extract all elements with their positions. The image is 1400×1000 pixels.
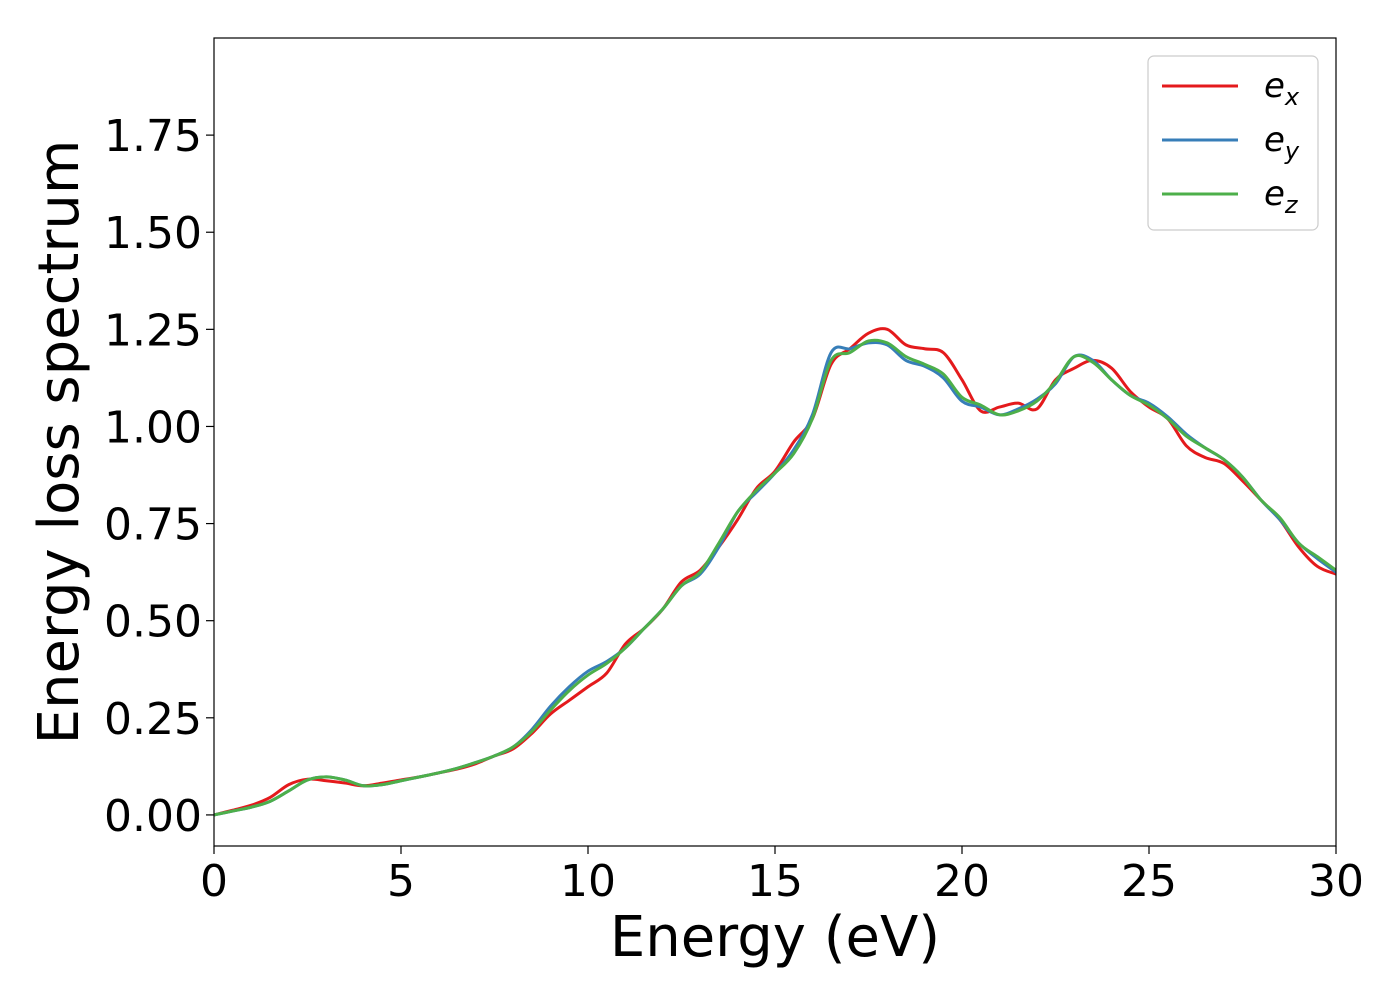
y-tick-label: 1.75 (104, 111, 202, 162)
y-tick-label: 1.00 (104, 402, 202, 453)
series-lines (214, 327, 1336, 817)
x-axis-ticks: 0 5 10 15 20 25 30 (200, 846, 1364, 907)
x-tick-label: 5 (387, 856, 415, 907)
y-tick-label: 0.00 (104, 791, 202, 842)
legend-box (1147, 55, 1319, 231)
legend-label-ey: ey (1264, 120, 1300, 165)
x-tick-label: 20 (934, 856, 990, 907)
series-line-ez (214, 338, 1336, 817)
legend-label-ex: ex (1264, 66, 1300, 111)
y-tick-label: 1.25 (104, 305, 202, 356)
y-axis-ticks: 0.00 0.25 0.50 0.75 1.00 1.25 1.50 1.75 (104, 111, 214, 842)
legend: ex ey ez (1147, 55, 1319, 231)
y-tick-label: 1.50 (104, 208, 202, 259)
y-tick-label: 0.50 (104, 597, 202, 648)
x-axis-label: Energy (eV) (610, 905, 940, 970)
legend-label-ez: ez (1264, 174, 1299, 219)
y-tick-label: 0.25 (104, 694, 202, 745)
y-axis-label: Energy loss spectrum (27, 140, 92, 745)
x-tick-label: 10 (560, 856, 616, 907)
x-tick-label: 25 (1121, 856, 1177, 907)
y-tick-label: 0.75 (104, 500, 202, 551)
x-tick-label: 0 (200, 856, 228, 907)
x-tick-label: 30 (1308, 856, 1364, 907)
x-tick-label: 15 (747, 856, 803, 907)
